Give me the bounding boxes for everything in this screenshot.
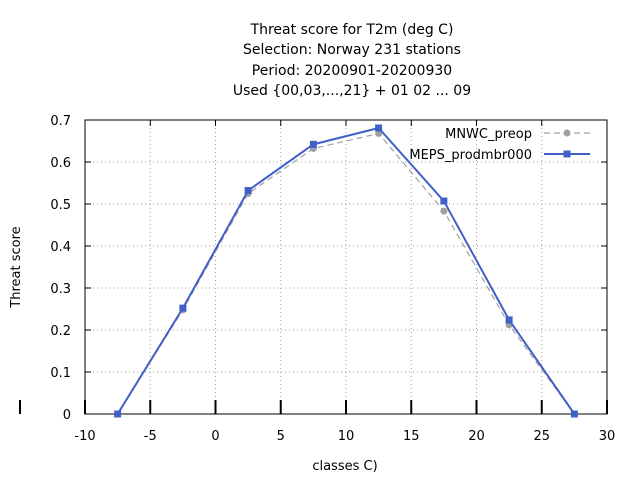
x-tick-label: 5 [277,429,285,444]
x-tick-label: 15 [403,429,420,444]
subtitle-line: Used {00,03,...,21} + 01 02 ... 09 [233,83,471,99]
grid [85,120,607,414]
data-point [440,207,448,215]
data-point [375,124,383,132]
legend-label: MNWC_preop [445,127,532,142]
title-line: Threat score for T2m (deg C) [250,22,454,38]
axis-ticks: -10 -5 0 5 10 15 20 25 30 0 0.1 0.2 0.3 0.4 0.5 0.6 0.7 [50,114,615,444]
y-tick-label: 0.6 [50,156,71,171]
data-point [179,304,187,312]
legend-label: MEPS_prodmbr000 [409,148,532,163]
data-point [309,140,317,148]
series-layer [114,124,578,418]
y-tick-label: 0.7 [50,114,71,129]
chart-title: Threat score for T2m (deg C) Selection: … [233,22,471,99]
x-tick-label: 20 [468,429,485,444]
x-tick-label: 25 [533,429,550,444]
x-tick-label: -5 [144,429,157,444]
data-point [375,129,383,137]
y-tick-label: 0.3 [50,282,71,297]
y-tick-label: 0.1 [50,366,71,381]
data-point [244,187,252,195]
series-line [116,126,576,415]
y-tick-label: 0.5 [50,198,71,213]
x-tick-label: -10 [74,429,95,444]
legend: MNWC_preop MEPS_prodmbr000 [409,127,590,163]
x-axis-label: classes C) [312,459,377,474]
x-tick-label: 30 [599,429,616,444]
y-tick-label: 0 [63,408,71,423]
data-point [505,316,513,324]
subtitle-line: Selection: Norway 231 stations [243,42,461,58]
x-tick-label: 10 [338,429,355,444]
data-point [440,197,448,205]
x-tick-label: 0 [211,429,219,444]
legend-marker [563,150,571,158]
data-point [570,410,578,418]
y-axis-label: Threat score [9,226,24,308]
plot-frame [84,119,608,415]
subtitle-line: Period: 20200901-20200930 [252,63,452,79]
y-tick-label: 0.4 [50,240,71,255]
legend-marker [563,129,571,137]
y-tick-label: 0.2 [50,324,71,339]
data-point [114,410,122,418]
